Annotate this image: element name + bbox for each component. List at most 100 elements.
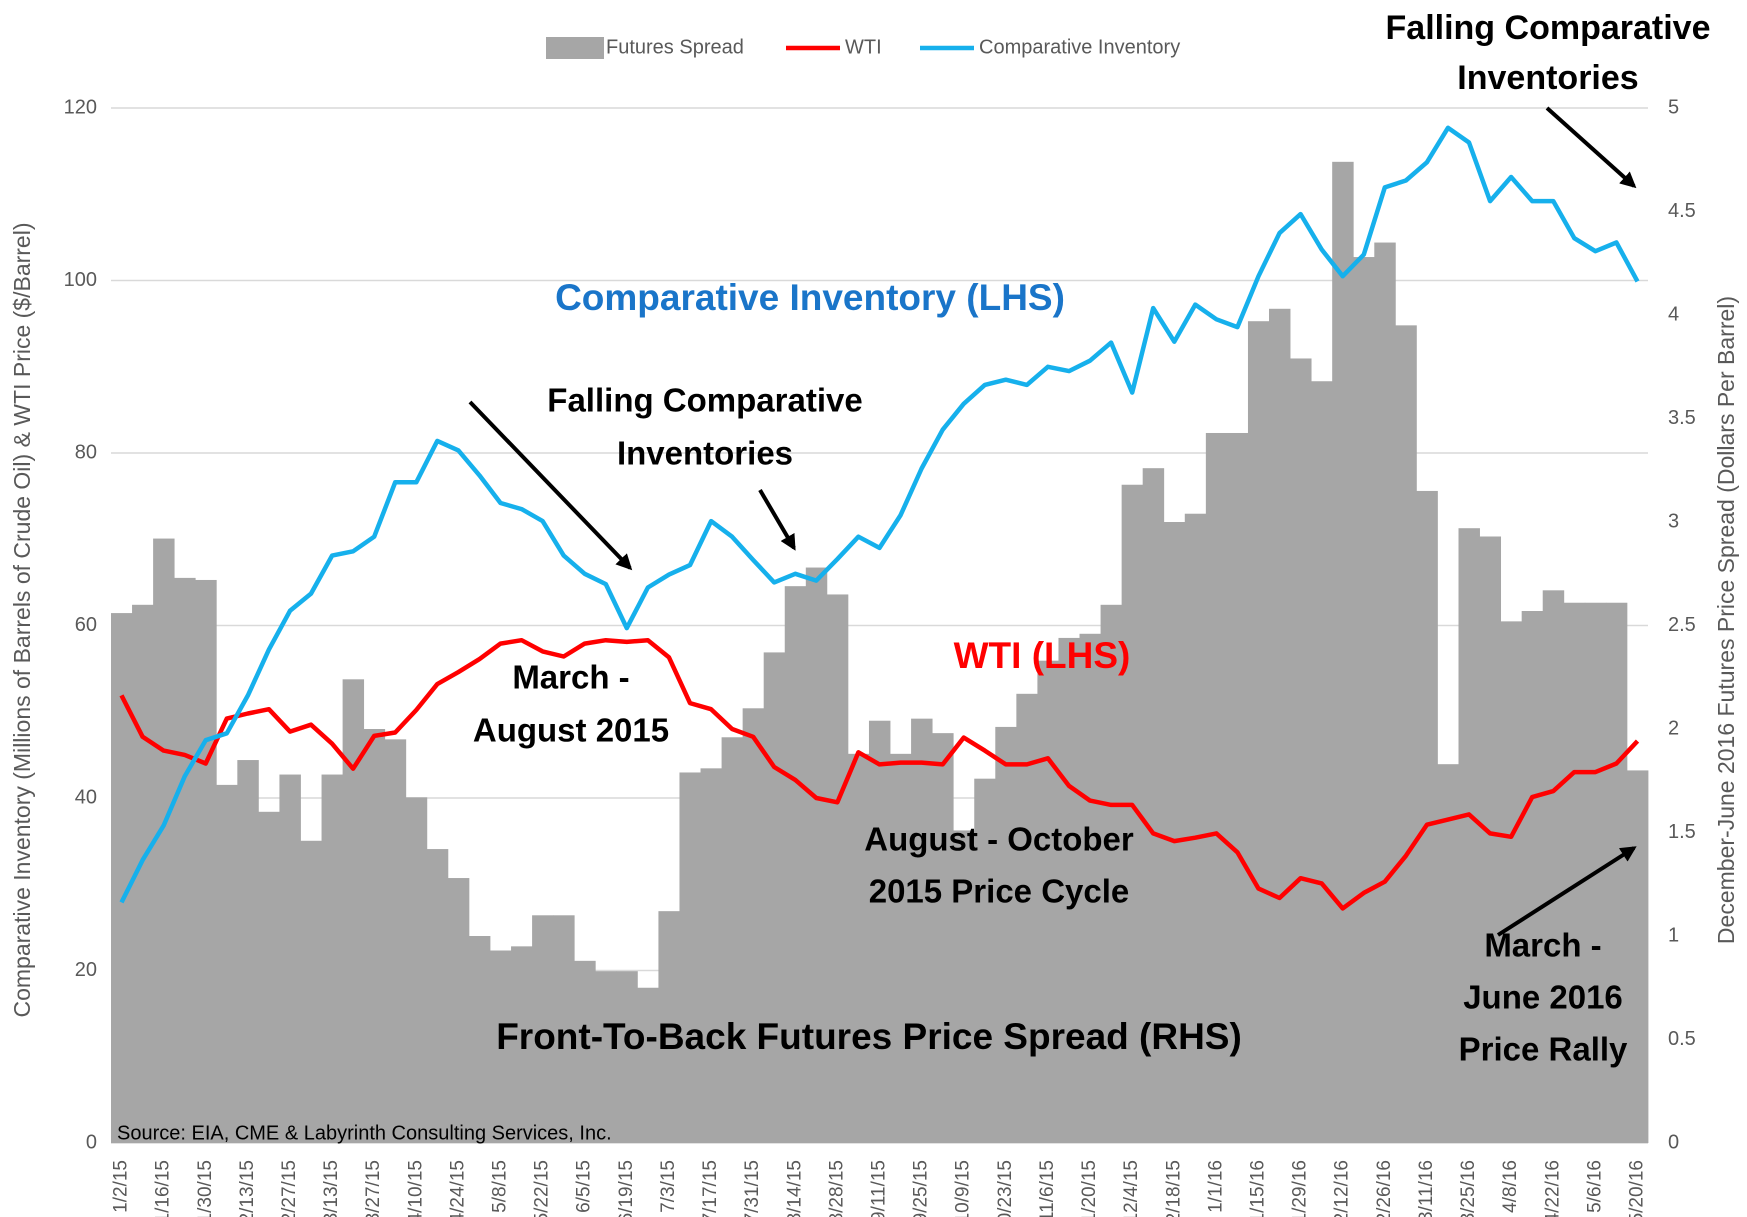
source-note: Source: EIA, CME & Labyrinth Consulting … [117,1122,612,1144]
bar [1353,257,1375,1143]
y2-tick-label: 2.5 [1668,614,1696,636]
bar [700,768,722,1143]
x-tick-label: 6/19/15 [616,1160,637,1217]
bar [258,811,280,1143]
y2-tick-label: 0.5 [1668,1028,1696,1050]
bar [1247,321,1270,1144]
x-tick-label: 9/11/15 [869,1160,890,1217]
y-tick-label: 80 [75,441,97,463]
x-tick-label: 8/14/15 [784,1160,805,1217]
annotation: Comparative Inventory (LHS) [555,277,1065,318]
x-tick-label: 2/12/16 [1332,1160,1353,1217]
line-series [119,637,1640,911]
bar [405,797,428,1143]
x-tick-label: 11/20/15 [1079,1160,1100,1217]
annotation: August 2015 [473,712,669,749]
bar [174,577,196,1143]
y-tick-label: 120 [64,96,97,118]
bar [721,737,744,1143]
bar [953,830,975,1143]
x-tick-label: 2/27/15 [279,1160,300,1217]
bar [574,960,596,1143]
annotation: Falling Comparative [547,382,862,419]
bar [1332,161,1354,1143]
x-tick-label: 5/8/15 [490,1160,511,1213]
x-tick-label: 4/24/15 [447,1160,468,1217]
bar [279,774,301,1143]
annotation: Front-To-Back Futures Price Spread (RHS) [496,1016,1242,1057]
x-tick-label: 1/2/15 [111,1160,132,1213]
bar [826,594,849,1143]
x-tick-label: 10/9/15 [953,1160,974,1217]
annotation: Falling Comparative [1386,9,1711,47]
x-tick-label: 1/29/16 [1290,1160,1311,1217]
y-tick-label: 0 [86,1131,97,1153]
x-tick-label: 2/26/16 [1374,1160,1395,1217]
bar [468,936,491,1143]
annotation: August - October [864,821,1134,858]
x-tick-label: 7/31/15 [742,1160,763,1217]
bar [742,708,765,1143]
bar [216,784,238,1143]
x-tick-label: 7/3/15 [658,1160,679,1213]
x-tick-label: 3/13/15 [321,1160,342,1217]
bar [1079,633,1101,1143]
y2-tick-label: 1 [1668,924,1679,946]
bar [111,613,133,1143]
bar [1016,693,1038,1143]
x-tick-label: 3/27/15 [363,1160,384,1217]
x-tick-label: 9/25/15 [911,1160,932,1217]
annotation: March - [512,659,629,696]
x-tick-label: 2/13/15 [237,1160,258,1217]
bar [932,733,954,1143]
arrow [758,488,796,551]
bar [1269,308,1291,1143]
bar [1037,660,1059,1143]
bar [1500,621,1523,1143]
bar [384,739,407,1143]
y2-tick-label: 1.5 [1668,821,1696,843]
annotation: March - [1484,927,1601,964]
x-tick-label: 5/6/16 [1584,1160,1605,1213]
bar [805,567,828,1143]
x-tick-label: 7/17/15 [700,1160,721,1217]
bar [426,849,449,1143]
x-tick-label: 5/22/15 [532,1160,553,1217]
bar [1311,381,1333,1143]
bar [868,720,891,1143]
bar [1374,242,1396,1144]
bar [637,987,659,1143]
bar [616,971,638,1143]
bar [237,760,259,1143]
x-tick-label: 1/30/15 [195,1160,216,1217]
y2-tick-label: 4.5 [1668,200,1696,222]
bar [363,729,386,1143]
x-tick-label: 4/22/16 [1542,1160,1563,1217]
bar [1626,770,1649,1143]
bar [1605,602,1628,1143]
x-tick-label: 12/4/15 [1121,1160,1142,1217]
bar [1226,432,1249,1143]
bar [1458,528,1480,1143]
line-series [119,125,1640,904]
y2-tick-label: 5 [1668,96,1679,118]
x-tick-label: 1/1/16 [1205,1160,1226,1213]
bar [1205,432,1228,1143]
bar [1163,522,1186,1143]
bar [1479,536,1502,1143]
x-tick-label: 1/15/16 [1248,1160,1269,1217]
y-tick-label: 60 [75,614,97,636]
annotation: Inventories [617,435,793,472]
bar [1058,637,1080,1143]
annotation: Price Rally [1459,1031,1628,1068]
bar [1563,602,1586,1143]
bar [553,915,575,1143]
bar [153,538,175,1143]
annotation: 2015 Price Cycle [869,873,1130,910]
y2-tick-label: 3.5 [1668,407,1696,429]
bar [1184,513,1207,1143]
bar [1142,468,1165,1143]
bar [1521,611,1544,1143]
bar [890,753,912,1143]
arrow [468,400,633,571]
